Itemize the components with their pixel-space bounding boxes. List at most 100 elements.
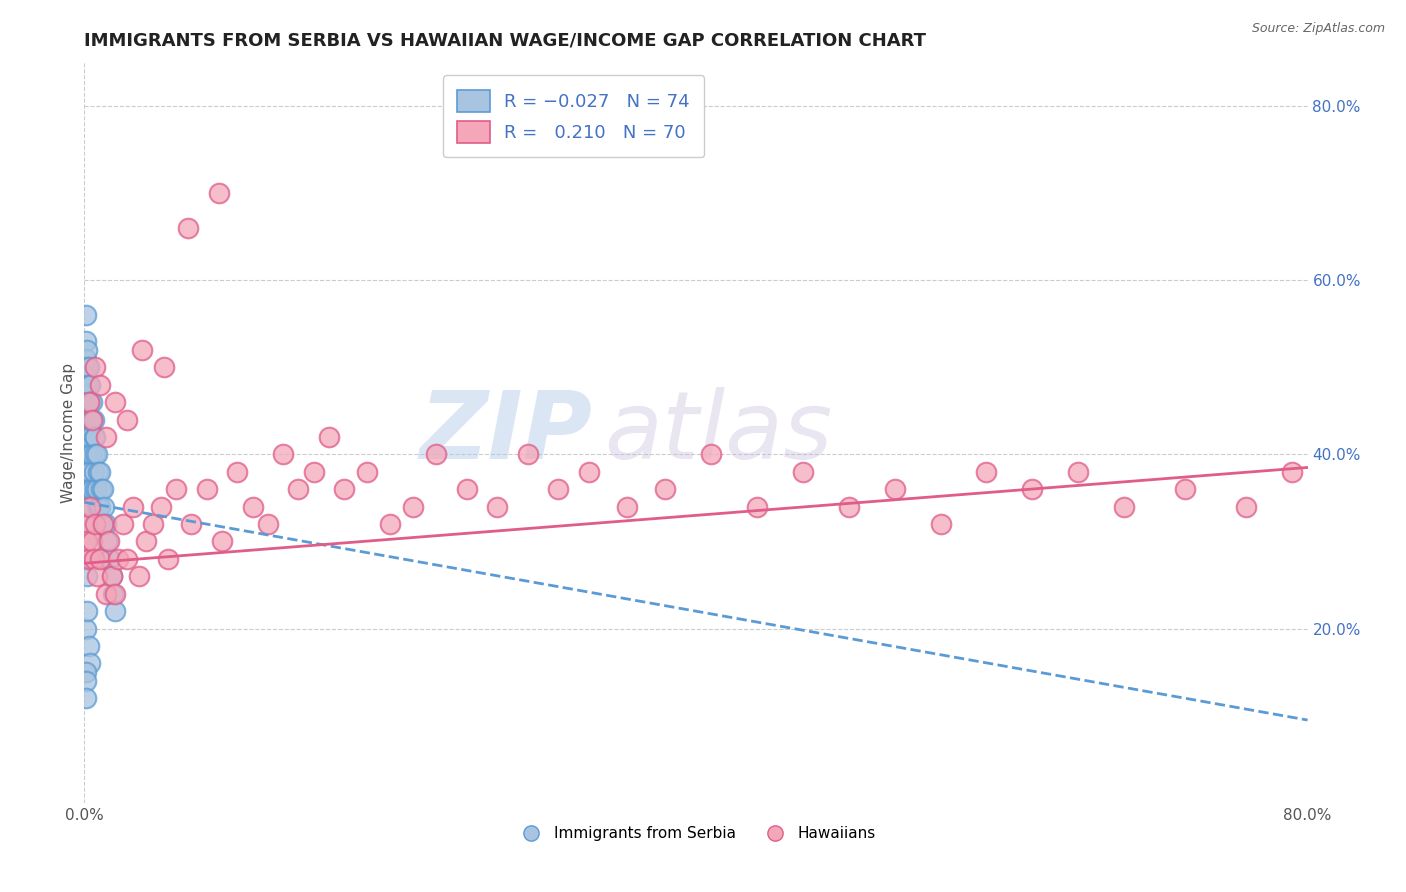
- Point: [76, 343, 98, 357]
- Point: [226, 465, 249, 479]
- Point: [80, 412, 103, 426]
- Point: [84, 447, 107, 461]
- Point: [79, 430, 101, 444]
- Point: [77, 412, 100, 426]
- Point: [75, 412, 97, 426]
- Point: [89, 377, 111, 392]
- Point: [96, 534, 118, 549]
- Point: [87, 500, 110, 514]
- Point: [76, 500, 98, 514]
- Point: [271, 447, 294, 461]
- Point: [79, 395, 101, 409]
- Point: [792, 465, 814, 479]
- Point: [287, 482, 309, 496]
- Point: [318, 430, 340, 444]
- Point: [77, 395, 100, 409]
- Point: [75, 386, 97, 401]
- Point: [425, 447, 447, 461]
- Point: [115, 552, 138, 566]
- Point: [77, 360, 100, 375]
- Point: [91, 517, 114, 532]
- Point: [80, 534, 103, 549]
- Text: atlas: atlas: [605, 387, 832, 478]
- Point: [578, 465, 600, 479]
- Point: [83, 412, 105, 426]
- Point: [115, 412, 138, 426]
- Point: [76, 482, 98, 496]
- Point: [80, 412, 103, 426]
- Point: [77, 430, 100, 444]
- Point: [91, 482, 114, 496]
- Point: [77, 395, 100, 409]
- Point: [380, 517, 402, 532]
- Point: [76, 395, 98, 409]
- Point: [75, 552, 97, 566]
- Point: [104, 587, 127, 601]
- Point: [104, 604, 127, 618]
- Point: [77, 639, 100, 653]
- Point: [84, 517, 107, 532]
- Point: [153, 360, 176, 375]
- Point: [165, 482, 187, 496]
- Point: [75, 369, 97, 384]
- Point: [97, 534, 120, 549]
- Point: [356, 465, 378, 479]
- Point: [149, 500, 172, 514]
- Point: [1021, 482, 1043, 496]
- Point: [77, 447, 100, 461]
- Point: [208, 186, 231, 200]
- Point: [80, 447, 103, 461]
- Point: [75, 334, 97, 348]
- Point: [157, 552, 180, 566]
- Point: [79, 377, 101, 392]
- Point: [75, 447, 97, 461]
- Text: Source: ZipAtlas.com: Source: ZipAtlas.com: [1251, 22, 1385, 36]
- Y-axis label: Wage/Income Gap: Wage/Income Gap: [60, 362, 76, 503]
- Point: [242, 500, 264, 514]
- Point: [83, 552, 105, 566]
- Point: [211, 534, 233, 549]
- Point: [616, 500, 638, 514]
- Point: [94, 517, 117, 532]
- Point: [75, 534, 97, 549]
- Point: [77, 500, 100, 514]
- Point: [976, 465, 998, 479]
- Point: [75, 622, 97, 636]
- Point: [98, 552, 121, 566]
- Point: [333, 482, 356, 496]
- Point: [1236, 500, 1258, 514]
- Point: [77, 482, 100, 496]
- Legend: Immigrants from Serbia, Hawaiians: Immigrants from Serbia, Hawaiians: [510, 820, 882, 847]
- Point: [302, 465, 325, 479]
- Point: [1067, 465, 1090, 479]
- Point: [75, 308, 97, 322]
- Point: [75, 430, 97, 444]
- Point: [76, 377, 98, 392]
- Point: [79, 500, 101, 514]
- Point: [76, 569, 98, 583]
- Point: [1114, 500, 1136, 514]
- Point: [103, 587, 125, 601]
- Point: [75, 482, 97, 496]
- Point: [486, 500, 509, 514]
- Point: [93, 500, 115, 514]
- Point: [122, 500, 145, 514]
- Point: [76, 517, 98, 532]
- Point: [402, 500, 425, 514]
- Point: [86, 569, 108, 583]
- Point: [79, 482, 101, 496]
- Point: [142, 517, 165, 532]
- Point: [883, 482, 905, 496]
- Point: [87, 465, 110, 479]
- Text: IMMIGRANTS FROM SERBIA VS HAWAIIAN WAGE/INCOME GAP CORRELATION CHART: IMMIGRANTS FROM SERBIA VS HAWAIIAN WAGE/…: [84, 32, 927, 50]
- Point: [135, 534, 157, 549]
- Point: [77, 377, 100, 392]
- Point: [89, 500, 111, 514]
- Point: [257, 517, 280, 532]
- Point: [747, 500, 769, 514]
- Point: [80, 482, 103, 496]
- Point: [90, 482, 112, 496]
- Point: [128, 569, 150, 583]
- Point: [75, 673, 97, 688]
- Point: [75, 465, 97, 479]
